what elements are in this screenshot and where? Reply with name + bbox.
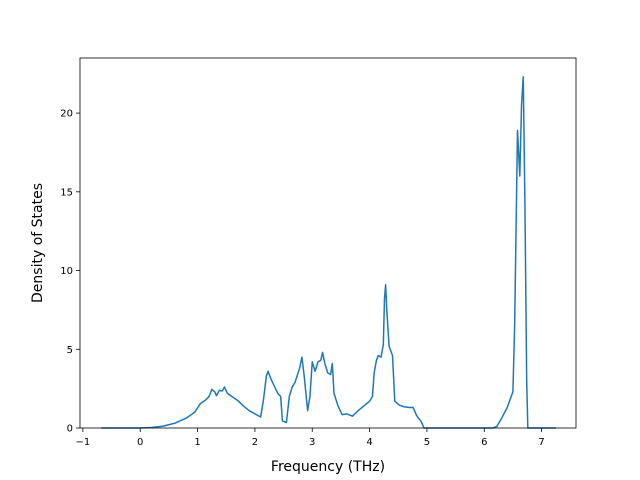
y-tick-label: 10 — [60, 266, 73, 277]
x-tick-label: 4 — [366, 437, 372, 448]
y-axis-label: Density of States — [30, 183, 46, 303]
x-tick-label: 1 — [194, 437, 200, 448]
x-tick-label: 3 — [309, 437, 315, 448]
x-tick-label: 7 — [538, 437, 544, 448]
plot-background — [80, 58, 576, 428]
x-tick-label: 6 — [481, 437, 487, 448]
dos-series-line — [101, 76, 556, 429]
x-tick-label: −1 — [75, 437, 90, 448]
x-tick-label: 5 — [424, 437, 430, 448]
x-tick-label: 2 — [252, 437, 258, 448]
x-tick-label: 0 — [137, 437, 143, 448]
x-axis-label: Frequency (THz) — [271, 459, 385, 475]
y-tick-label: 0 — [67, 424, 73, 435]
y-tick-label: 20 — [60, 109, 73, 120]
y-tick-label: 5 — [67, 345, 73, 356]
y-tick-label: 15 — [60, 187, 73, 198]
plot-frame — [79, 57, 577, 429]
